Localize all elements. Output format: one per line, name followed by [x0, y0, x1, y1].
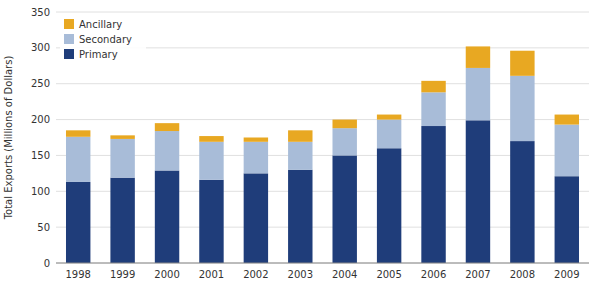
bars: [66, 46, 579, 263]
bar-segment: [377, 120, 401, 149]
legend-label: Ancillary: [79, 19, 122, 30]
x-tick-label: 2009: [554, 269, 579, 280]
bar-segment: [155, 131, 179, 170]
x-tick-label: 2006: [421, 269, 446, 280]
legend-swatch: [64, 49, 74, 59]
x-tick-label: 2005: [376, 269, 401, 280]
bar-segment: [510, 51, 534, 76]
bar-segment: [555, 125, 579, 177]
bar-segment: [110, 178, 134, 263]
legend-swatch: [64, 19, 74, 29]
y-tick-label: 150: [31, 150, 50, 161]
bar-segment: [110, 135, 134, 139]
y-tick-label: 350: [31, 7, 50, 18]
x-tick-label: 1998: [65, 269, 90, 280]
y-tick-label: 100: [31, 186, 50, 197]
bar-segment: [155, 123, 179, 131]
x-tick-label: 2000: [154, 269, 179, 280]
bar-segment: [332, 120, 356, 129]
y-tick-label: 200: [31, 114, 50, 125]
grid-line: [56, 12, 589, 13]
x-axis-line: [56, 263, 589, 264]
bar-segment: [66, 130, 90, 136]
grid-line: [56, 83, 589, 84]
bar-segment: [199, 136, 223, 142]
y-axis-label: Total Exports (Millions of Dollars): [3, 56, 14, 221]
bar-segment: [332, 128, 356, 155]
x-tick-label: 2007: [465, 269, 490, 280]
x-tick-label: 2002: [243, 269, 268, 280]
bar-segment: [555, 115, 579, 125]
grid-line: [56, 191, 589, 192]
grid-line: [56, 227, 589, 228]
chart-svg: 0 50 100 150 200 250 300 350 Total Exports (Mill…: [0, 0, 601, 289]
y-tick-label: 250: [31, 78, 50, 89]
grid-line: [56, 155, 589, 156]
bar-segment: [66, 182, 90, 263]
legend-label: Secondary: [79, 34, 132, 45]
x-tick-label: 2003: [288, 269, 313, 280]
grid: [56, 12, 589, 263]
bar-segment: [466, 120, 490, 263]
bar-segment: [244, 142, 268, 174]
y-tick-label: 0: [44, 258, 50, 269]
bar-segment: [466, 68, 490, 120]
bar-segment: [510, 141, 534, 263]
bar-segment: [421, 92, 445, 126]
x-tick-label: 2008: [510, 269, 535, 280]
bar-segment: [421, 81, 445, 92]
bar-segment: [110, 139, 134, 178]
x-tick-label: 1999: [110, 269, 135, 280]
x-tick-label: 2001: [199, 269, 224, 280]
bar-segment: [288, 130, 312, 141]
y-tick-label: 300: [31, 42, 50, 53]
legend: Ancillary Secondary Primary: [60, 14, 146, 65]
y-tick-label: 50: [37, 222, 50, 233]
grid-line: [56, 263, 589, 264]
grid-line: [56, 119, 589, 120]
chart-container: 0 50 100 150 200 250 300 350 Total Exports (Mill…: [0, 0, 601, 289]
bar-segment: [466, 46, 490, 68]
x-tick-label: 2004: [332, 269, 357, 280]
bar-segment: [510, 76, 534, 141]
bar-segment: [244, 138, 268, 142]
bar-segment: [288, 142, 312, 170]
bar-segment: [555, 176, 579, 263]
bar-segment: [421, 126, 445, 263]
legend-label: Primary: [79, 49, 118, 60]
bar-segment: [199, 180, 223, 263]
bar-segment: [155, 170, 179, 263]
bar-segment: [66, 137, 90, 182]
bar-segment: [332, 155, 356, 263]
bar-segment: [288, 170, 312, 263]
bar-segment: [377, 148, 401, 263]
legend-background: [60, 14, 146, 65]
bar-segment: [244, 173, 268, 263]
bar-segment: [199, 142, 223, 180]
bar-segment: [377, 115, 401, 120]
legend-swatch: [64, 34, 74, 44]
